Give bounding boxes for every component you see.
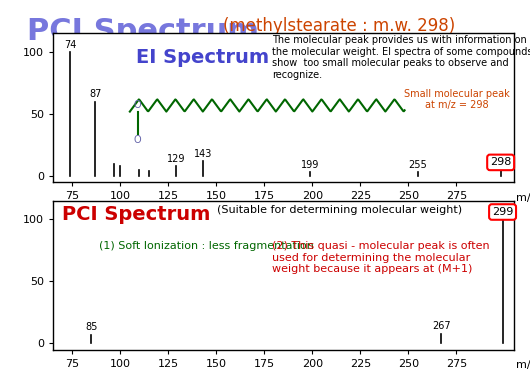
Text: PCI Spectrum: PCI Spectrum bbox=[62, 205, 210, 224]
Text: 129: 129 bbox=[167, 154, 185, 164]
Text: (Suitable for determining molecular weight): (Suitable for determining molecular weig… bbox=[217, 205, 462, 215]
Text: O: O bbox=[134, 135, 142, 145]
Text: EI Spectrum: EI Spectrum bbox=[136, 48, 269, 67]
Text: 298: 298 bbox=[490, 157, 511, 167]
Text: 74: 74 bbox=[64, 39, 76, 49]
Text: 199: 199 bbox=[301, 160, 320, 170]
Text: 87: 87 bbox=[89, 89, 101, 99]
Text: 255: 255 bbox=[409, 160, 427, 170]
Text: O: O bbox=[134, 100, 142, 110]
Text: (1) Soft Ionization : less fragmentation: (1) Soft Ionization : less fragmentation bbox=[99, 241, 314, 251]
Text: 85: 85 bbox=[85, 322, 98, 332]
Text: The molecular peak provides us with information on
the molecular weight. EI spec: The molecular peak provides us with info… bbox=[272, 35, 530, 80]
Text: (methylstearate : m.w. 298): (methylstearate : m.w. 298) bbox=[223, 17, 455, 35]
Text: 267: 267 bbox=[432, 321, 450, 331]
Text: PCI Spectrum: PCI Spectrum bbox=[27, 17, 259, 46]
Text: (2) This quasi - molecular peak is often
used for determining the molecular
weig: (2) This quasi - molecular peak is often… bbox=[272, 241, 490, 274]
Text: Small molecular peak
at m/z = 298: Small molecular peak at m/z = 298 bbox=[403, 89, 509, 110]
Text: m/z: m/z bbox=[516, 360, 530, 370]
Text: m/z: m/z bbox=[516, 193, 530, 203]
Text: 299: 299 bbox=[492, 207, 513, 217]
Text: 143: 143 bbox=[193, 149, 212, 159]
